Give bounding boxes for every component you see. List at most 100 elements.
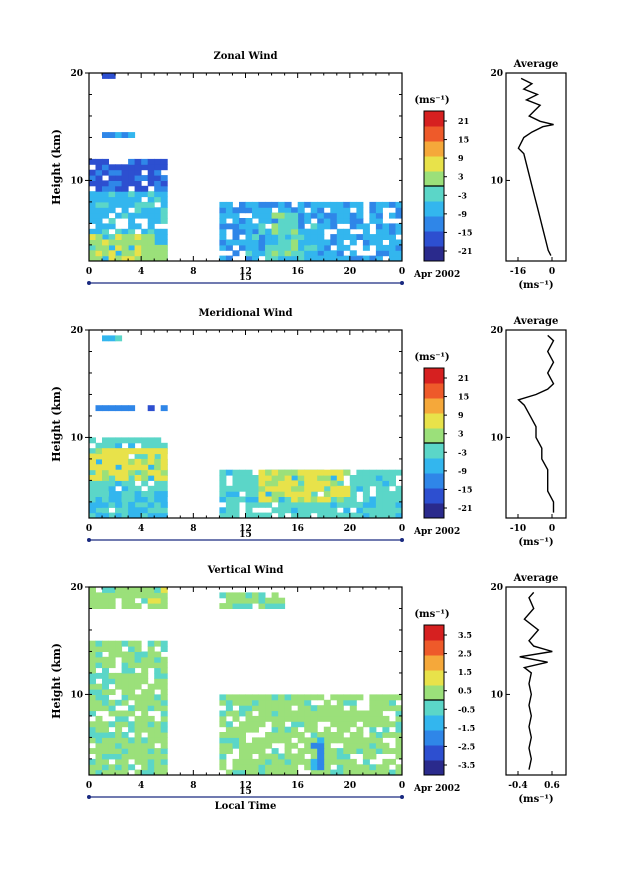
heatmap-cell-5 [349, 239, 357, 246]
heatmap-cell-5 [356, 234, 364, 240]
y-tick-label: 10 [70, 176, 83, 186]
heatmap-cell-3 [271, 597, 279, 604]
heatmap-cell-0 [147, 726, 155, 733]
heatmap-cell-1 [160, 453, 168, 460]
heatmap-cell-5 [219, 207, 227, 214]
heatmap-cell-5 [232, 491, 240, 497]
heatmap-cell-5 [362, 485, 370, 492]
heatmap-cell-0 [121, 753, 129, 760]
average-frame [505, 586, 567, 776]
heatmap-cell-3 [258, 597, 266, 604]
heatmap-cell-2 [258, 721, 266, 728]
heatmap-cell-0 [134, 191, 142, 198]
colorbar-unit-label: (ms⁻¹) [414, 352, 449, 363]
heatmap-cell-2 [304, 715, 312, 722]
heatmap-cell-5 [395, 201, 403, 208]
heatmap-cell-5 [258, 501, 266, 508]
heatmap-cell-1 [141, 597, 149, 604]
heatmap-cell-5 [317, 218, 325, 224]
heatmap-cell-0 [102, 683, 109, 690]
heatmap-cell-5 [278, 201, 286, 208]
heatmap-cell-6 [304, 480, 312, 487]
heatmap-cell-5 [389, 244, 396, 251]
heatmap-cell-5 [225, 239, 233, 246]
heatmap-cell-0 [134, 699, 142, 706]
heatmap-cell-2 [115, 255, 123, 262]
heatmap-cell-1 [121, 185, 129, 192]
heatmap-cell-2 [95, 255, 103, 262]
heatmap-cell-5 [317, 207, 325, 214]
heatmap-cell-1 [121, 169, 129, 176]
heatmap-cell-4 [310, 758, 318, 765]
heatmap-cell-2 [382, 742, 390, 749]
heatmap-cell-0 [160, 480, 168, 487]
heatmap-cell-2 [297, 753, 305, 760]
heatmap-cell-5 [336, 501, 344, 508]
heatmap-cell-0 [89, 469, 96, 476]
heatmap-cell-0 [95, 640, 103, 647]
heatmap-cell-6 [310, 485, 318, 492]
heatmap-cell-2 [141, 496, 149, 503]
heatmap-cell-0 [141, 699, 149, 706]
heatmap-cell-5 [362, 228, 370, 235]
heatmap-cell-3 [115, 405, 123, 412]
heatmap-cell-0 [160, 201, 168, 208]
heatmap-cell-2 [265, 705, 273, 712]
heatmap-cell-2 [375, 732, 383, 738]
heatmap-cell-5 [382, 469, 390, 476]
colorbar-tick-label: 15 [458, 135, 469, 145]
heatmap-cell-2 [219, 748, 227, 754]
heatmap-cell-2 [336, 705, 344, 712]
heatmap-cell-6 [265, 255, 273, 262]
heatmap-cell-0 [89, 710, 96, 717]
heatmap-cell-0 [89, 678, 96, 685]
y-tick-label: 20 [70, 583, 83, 593]
heatmap-cell-2 [258, 715, 266, 722]
heatmap-cell-2 [141, 507, 149, 514]
heatmap-cell-0 [141, 228, 149, 235]
heatmap-cell-5 [356, 485, 364, 492]
heatmap-cell-0 [95, 191, 103, 198]
heatmap-cell-3 [271, 603, 279, 609]
heatmap-cell-5 [382, 234, 390, 240]
heatmap-cell-5 [225, 507, 233, 514]
heatmap-cell-1 [102, 448, 109, 455]
heatmap-cell-0 [115, 721, 123, 728]
heatmap-cell-2 [102, 507, 109, 514]
heatmap-cell-2 [336, 710, 344, 717]
heatmap-cell-6 [310, 223, 318, 230]
y-tick-label: 10 [70, 690, 83, 700]
heatmap-cell-2 [395, 705, 403, 712]
heatmap-cell-2 [375, 748, 383, 754]
heatmap-cell-0 [108, 244, 116, 251]
heatmap-cell-1 [160, 597, 168, 604]
heatmap-cell-2 [369, 764, 377, 771]
heatmap-cell-1 [121, 603, 129, 609]
x-tick-label: 16 [291, 524, 304, 534]
heatmap-cell-0 [134, 437, 142, 444]
heatmap-cell-5 [297, 507, 305, 514]
heatmap-cell-1 [89, 603, 96, 609]
heatmap-cell-5 [278, 207, 286, 214]
heatmap-cell-6 [252, 223, 259, 230]
heatmap-cell-5 [304, 512, 312, 519]
heatmap-cell-2 [323, 753, 331, 760]
heatmap-cell-0 [128, 694, 136, 701]
heatmap-cell-0 [134, 212, 142, 219]
heatmap-cell-0 [89, 748, 96, 754]
heatmap-cell-0 [147, 646, 155, 652]
colorbar-tick-label: 0.5 [458, 686, 472, 696]
heatmap-cell-5 [336, 255, 344, 262]
heatmap-cell-2 [395, 748, 403, 754]
heatmap-cell-1 [89, 180, 96, 187]
heatmap-cell-5 [232, 239, 240, 246]
heatmap-cell-0 [154, 442, 162, 449]
heatmap-cell-2 [310, 748, 318, 754]
x-tick-label: 4 [138, 781, 144, 791]
heatmap-cell-2 [225, 710, 233, 717]
heatmap-cell-5 [219, 491, 227, 497]
heatmap-cell-0 [95, 705, 103, 712]
heatmap-cell-2 [330, 705, 338, 712]
heatmap-cell-0 [147, 694, 155, 701]
heatmap-cell-2 [291, 710, 299, 717]
